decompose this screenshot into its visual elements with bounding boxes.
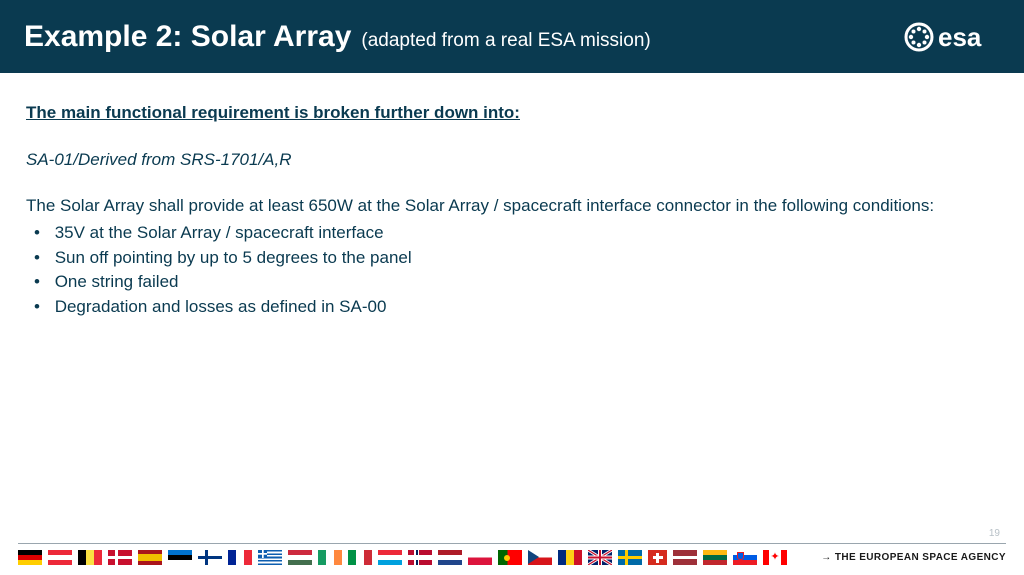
flag-it-icon <box>348 550 372 565</box>
section-heading: The main functional requirement is broke… <box>26 101 998 126</box>
esa-logo-icon: esa <box>902 20 998 54</box>
page-number: 19 <box>18 528 1006 539</box>
flag-gr-icon <box>258 550 282 565</box>
flag-gb-icon <box>588 550 612 565</box>
flag-lv-icon <box>673 550 697 565</box>
flag-no-icon <box>408 550 432 565</box>
flag-cz-icon <box>528 550 552 565</box>
flag-dk-icon <box>108 550 132 565</box>
slide-footer: 19 → THE EUROPEAN SPACE AGENCY <box>0 528 1024 575</box>
flag-se-icon <box>618 550 642 565</box>
slide-title-main: Example 2: Solar Array <box>24 20 351 54</box>
flag-ca-icon <box>763 550 787 565</box>
requirement-intro: The Solar Array shall provide at least 6… <box>26 194 998 219</box>
conditions-list: 35V at the Solar Array / spacecraft inte… <box>26 221 998 320</box>
flag-si-icon <box>733 550 757 565</box>
flag-at-icon <box>48 550 72 565</box>
slide: Example 2: Solar Array (adapted from a r… <box>0 0 1024 575</box>
flag-ee-icon <box>168 550 192 565</box>
slide-header: Example 2: Solar Array (adapted from a r… <box>0 0 1024 73</box>
esa-logo: esa <box>902 20 998 54</box>
flag-pl-icon <box>468 550 492 565</box>
flag-strip <box>18 550 787 565</box>
flag-fi-icon <box>198 550 222 565</box>
flag-lt-icon <box>703 550 727 565</box>
list-item: 35V at the Solar Array / spacecraft inte… <box>34 221 998 246</box>
footer-rule <box>18 543 1006 544</box>
list-item: Sun off pointing by up to 5 degrees to t… <box>34 246 998 271</box>
list-item: One string failed <box>34 270 998 295</box>
requirement-id: SA-01/Derived from SRS-1701/A,R <box>26 148 998 173</box>
footer-row: → THE EUROPEAN SPACE AGENCY <box>18 550 1006 565</box>
flag-nl-icon <box>438 550 462 565</box>
flag-de-icon <box>18 550 42 565</box>
flag-fr-icon <box>228 550 252 565</box>
slide-title-sub: (adapted from a real ESA mission) <box>361 30 650 52</box>
flag-be-icon <box>78 550 102 565</box>
flag-hu-icon <box>288 550 312 565</box>
flag-ro-icon <box>558 550 582 565</box>
flag-es-icon <box>138 550 162 565</box>
flag-ie-icon <box>318 550 342 565</box>
title-wrap: Example 2: Solar Array (adapted from a r… <box>24 20 651 54</box>
flag-ch-icon <box>648 550 667 565</box>
list-item: Degradation and losses as defined in SA-… <box>34 295 998 320</box>
slide-body: The main functional requirement is broke… <box>0 73 1024 575</box>
flag-lu-icon <box>378 550 402 565</box>
footer-tagline: → THE EUROPEAN SPACE AGENCY <box>821 552 1006 563</box>
flag-pt-icon <box>498 550 522 565</box>
svg-text:esa: esa <box>938 22 982 52</box>
